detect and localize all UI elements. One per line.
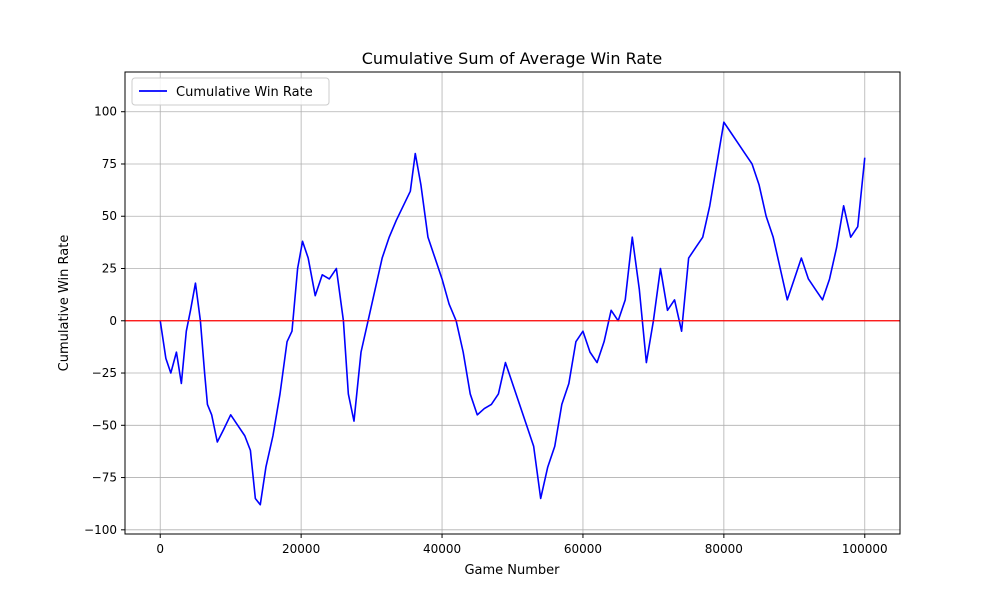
x-axis: 0 20000 40000 60000 80000 100000 <box>156 534 888 556</box>
y-tick-label: 25 <box>102 262 117 276</box>
y-tick-label: 50 <box>102 209 117 223</box>
y-axis-label: Cumulative Win Rate <box>57 235 72 372</box>
series-line-cumulative-win-rate <box>159 121 866 506</box>
y-tick-label: −25 <box>92 366 117 380</box>
x-tick-label: 20000 <box>282 542 320 556</box>
legend-label: Cumulative Win Rate <box>176 85 313 100</box>
y-tick-label: −100 <box>84 523 117 537</box>
y-tick-label: −50 <box>92 418 117 432</box>
x-tick-label: 0 <box>156 542 164 556</box>
x-tick-label: 100000 <box>842 542 888 556</box>
y-tick-label: 0 <box>109 314 117 328</box>
y-tick-label: 75 <box>102 157 117 171</box>
x-tick-label: 60000 <box>564 542 602 556</box>
legend: Cumulative Win Rate <box>131 77 330 106</box>
x-axis-label: Game Number <box>464 563 560 578</box>
y-tick-label: −75 <box>92 471 117 485</box>
x-tick-label: 80000 <box>705 542 743 556</box>
plot-frame <box>124 71 901 535</box>
y-tick-label: 100 <box>94 105 117 119</box>
chart-title: Cumulative Sum of Average Win Rate <box>362 49 663 68</box>
plot-area-background <box>125 72 900 534</box>
series-layer <box>159 121 866 506</box>
legend-box <box>131 77 330 106</box>
y-axis: −100 −75 −50 −25 0 25 50 75 100 <box>84 105 125 537</box>
x-tick-label: 40000 <box>423 542 461 556</box>
